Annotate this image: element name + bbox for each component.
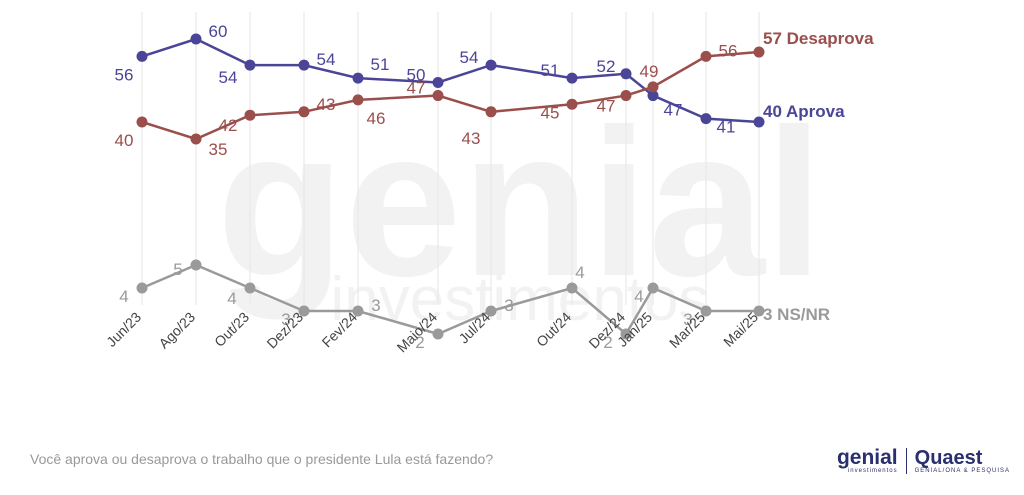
genial-logo-text: genial (836, 446, 898, 469)
watermark-word: genial (217, 85, 824, 320)
genial-logo-sub: investimentos (847, 468, 898, 474)
data-point (620, 328, 632, 340)
data-point (485, 305, 497, 317)
logo-separator (905, 447, 907, 474)
data-label: 47 (664, 101, 683, 120)
data-label: 40 (115, 131, 134, 150)
quaest-logo-sub: GENIAL/ONA & PESQUISA (914, 467, 1010, 474)
series-line-desaprova (141, 50, 760, 141)
data-label: 3 (371, 296, 380, 315)
data-point (136, 50, 148, 62)
data-label: 45 (541, 103, 560, 122)
data-point (753, 46, 765, 58)
data-point (352, 72, 364, 84)
data-point (432, 77, 444, 88)
data-point (700, 50, 712, 62)
data-point (485, 106, 497, 118)
data-label: 3 (281, 310, 290, 329)
series-lines (141, 37, 760, 336)
series-end-label: 40 Aprova (763, 102, 845, 121)
data-point (244, 282, 256, 294)
data-label: 3 (504, 296, 513, 315)
data-point (136, 116, 148, 128)
data-label: 42 (219, 116, 238, 135)
data-label: 56 (115, 65, 134, 84)
data-label: 2 (603, 333, 612, 352)
x-tick-label: Jun/23 (103, 309, 144, 350)
data-point (647, 90, 659, 102)
data-label: 50 (407, 66, 426, 85)
data-label: 4 (227, 289, 236, 308)
data-point (620, 90, 632, 102)
data-label: 47 (407, 79, 426, 98)
data-point (753, 305, 765, 317)
data-label: 56 (719, 41, 738, 60)
data-label: 43 (317, 95, 336, 114)
series-points (136, 33, 765, 340)
logos: genial investimentos Quaest GENIAL/ONA &… (837, 447, 1010, 474)
data-point (566, 72, 578, 84)
data-label: 51 (541, 61, 560, 80)
data-point (566, 282, 578, 294)
data-point (753, 116, 765, 128)
series-line-ns/nr (141, 263, 759, 336)
data-label: 4 (575, 263, 584, 282)
genial-logo: genial investimentos (837, 447, 898, 474)
data-label: 4 (634, 287, 643, 306)
data-label: 41 (717, 118, 736, 137)
data-point (620, 68, 632, 80)
data-point (700, 113, 712, 125)
data-label: 5 (173, 260, 182, 279)
series-end-label: 57 Desaprova (763, 29, 874, 48)
x-tick-label: Ago/23 (155, 309, 198, 352)
gridlines (141, 12, 760, 305)
data-point (190, 33, 202, 45)
data-point (244, 109, 256, 121)
data-point (352, 94, 364, 106)
data-label: 43 (462, 129, 481, 148)
series-end-label: 3 NS/NR (763, 305, 830, 324)
data-label: 35 (209, 140, 228, 159)
data-point (298, 106, 310, 118)
data-point (298, 305, 310, 317)
data-label: 47 (597, 97, 616, 116)
data-label: 54 (219, 68, 238, 87)
data-label: 54 (460, 48, 479, 67)
data-point (244, 59, 256, 71)
data-label: 2 (415, 333, 424, 352)
data-label: 46 (367, 109, 386, 128)
data-point (352, 305, 364, 317)
quaest-logo-text: Quaest (914, 446, 983, 469)
data-point (485, 59, 497, 71)
data-label: 3 (683, 310, 692, 329)
quaest-logo: Quaest GENIAL/ONA & PESQUISA (915, 448, 1010, 474)
data-label: 51 (371, 55, 390, 74)
data-point (136, 282, 148, 294)
data-label: 4 (119, 287, 128, 306)
data-label: 54 (317, 50, 336, 69)
data-label: 60 (209, 22, 228, 41)
data-point (647, 81, 659, 93)
data-label: 52 (597, 57, 616, 76)
data-point (432, 328, 444, 340)
data-point (700, 305, 712, 317)
data-point (432, 90, 444, 102)
data-point (298, 59, 310, 71)
data-point (190, 133, 202, 145)
data-point (190, 259, 202, 271)
data-label: 49 (640, 62, 659, 81)
data-point (566, 98, 578, 110)
survey-question: Você aprova ou desaprova o trabalho que … (30, 451, 494, 467)
data-point (647, 282, 659, 294)
series-line-aprova (141, 37, 760, 124)
